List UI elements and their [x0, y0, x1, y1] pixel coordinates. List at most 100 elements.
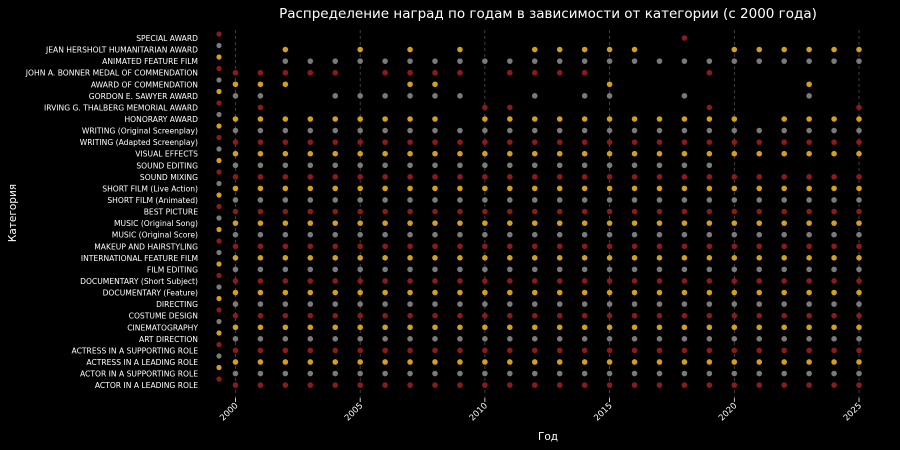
data-point	[482, 278, 488, 284]
data-point	[507, 208, 513, 215]
category-label: CINEMATOGRAPHY	[127, 323, 198, 332]
data-point	[282, 174, 289, 180]
data-point	[606, 266, 613, 273]
data-point	[407, 162, 413, 169]
data-point	[357, 255, 363, 261]
edge-marker	[216, 203, 222, 210]
data-point	[382, 324, 388, 331]
data-point	[507, 197, 513, 203]
data-point	[232, 197, 239, 203]
data-point	[257, 93, 264, 99]
data-point	[357, 336, 363, 342]
edge-marker	[216, 134, 222, 141]
data-point	[332, 347, 339, 354]
data-point	[806, 174, 812, 180]
data-point	[531, 278, 538, 284]
data-point	[831, 336, 837, 342]
data-point	[706, 231, 713, 238]
data-point	[581, 185, 588, 192]
data-point	[756, 266, 763, 273]
data-point	[631, 278, 638, 284]
data-point	[606, 127, 613, 134]
data-point	[457, 243, 463, 250]
data-point	[731, 289, 738, 296]
data-point	[531, 336, 538, 342]
data-point	[556, 162, 563, 169]
data-point	[806, 301, 812, 307]
data-point	[806, 139, 812, 145]
data-point	[706, 162, 713, 169]
data-point	[432, 185, 438, 192]
data-point	[656, 370, 663, 377]
data-point	[432, 127, 438, 134]
data-point	[781, 312, 787, 319]
data-point	[681, 301, 688, 307]
data-point	[681, 255, 688, 261]
data-point	[407, 93, 413, 99]
data-point	[507, 336, 513, 342]
data-point	[407, 127, 413, 134]
category-label: JEAN HERSHOLT HUMANITARIAN AWARD	[45, 46, 198, 55]
data-point	[556, 359, 563, 365]
data-point	[631, 185, 638, 192]
data-point	[407, 208, 413, 215]
data-point	[806, 370, 812, 377]
data-point	[457, 197, 463, 203]
data-point	[831, 174, 837, 180]
data-point	[606, 370, 613, 377]
data-point	[531, 208, 538, 215]
data-point	[432, 359, 438, 365]
data-point	[507, 370, 513, 377]
data-point	[781, 208, 787, 215]
data-point	[656, 150, 663, 157]
data-point	[332, 231, 339, 238]
data-point	[457, 255, 463, 261]
data-point	[556, 301, 563, 307]
data-point	[706, 208, 713, 215]
data-point	[656, 359, 663, 365]
data-point	[531, 301, 538, 307]
data-point	[856, 312, 862, 319]
data-point	[681, 359, 688, 365]
data-point	[257, 266, 264, 273]
data-point	[856, 301, 862, 307]
data-point	[282, 370, 289, 377]
data-point	[457, 231, 463, 238]
data-point	[332, 58, 339, 64]
data-point	[407, 312, 413, 319]
data-point	[631, 266, 638, 273]
data-point	[432, 312, 438, 319]
data-point	[606, 301, 613, 307]
data-point	[407, 58, 413, 64]
data-point	[382, 359, 388, 365]
data-point	[232, 93, 239, 99]
category-label: SHORT FILM (Live Action)	[102, 184, 198, 193]
edge-markers	[216, 31, 222, 382]
data-point	[257, 127, 264, 134]
data-point	[307, 127, 314, 134]
data-point	[731, 127, 738, 134]
data-point	[656, 162, 663, 169]
data-point	[232, 324, 239, 331]
data-point	[257, 289, 264, 296]
data-point	[307, 336, 314, 342]
data-point	[856, 150, 862, 157]
data-point	[357, 289, 363, 296]
data-point	[581, 301, 588, 307]
data-point	[232, 150, 239, 157]
data-point	[407, 278, 413, 284]
x-axis-label: Год	[538, 431, 558, 443]
data-point	[556, 278, 563, 284]
data-point	[507, 266, 513, 273]
data-point	[556, 58, 563, 64]
data-point	[407, 324, 413, 331]
data-point	[681, 231, 688, 238]
data-point	[656, 116, 663, 122]
data-point	[457, 370, 463, 377]
data-point	[856, 324, 862, 331]
data-point	[382, 58, 388, 64]
data-point	[756, 382, 763, 388]
data-point	[656, 127, 663, 134]
data-point	[407, 185, 413, 192]
data-point	[282, 382, 289, 388]
